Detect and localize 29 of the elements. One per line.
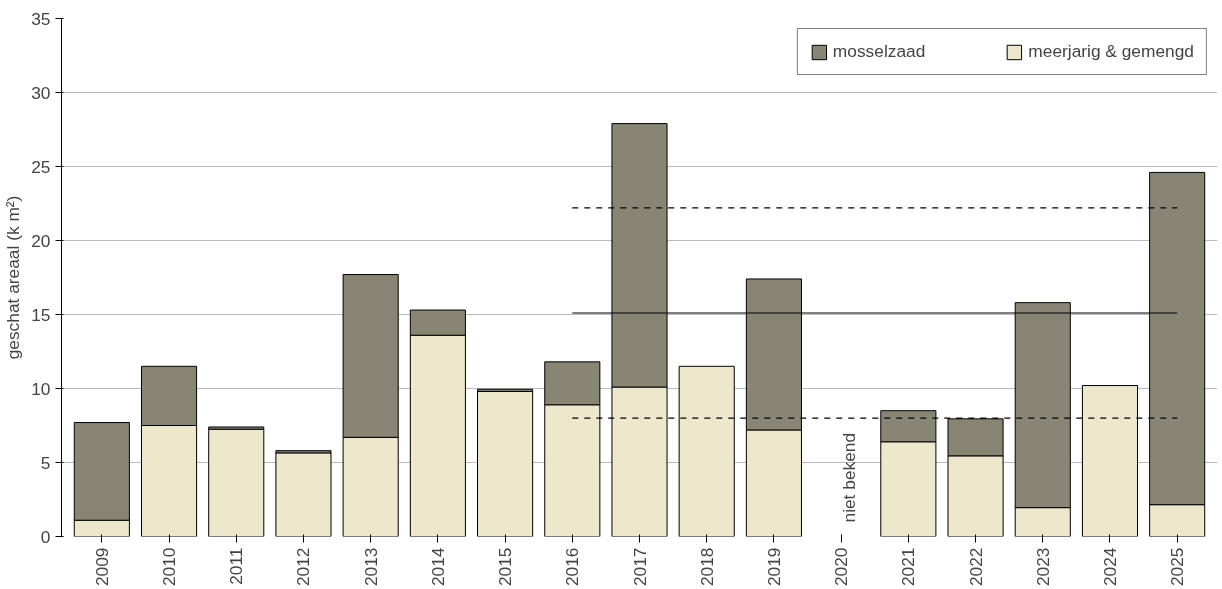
legend-label: mosselzaad [832,41,926,62]
x-tick-label: 2009 [91,547,112,587]
y-tick-label: 30 [31,82,51,103]
x-tick-label: 2017 [629,547,650,587]
y-axis-title: geschat areaal (k m²) [3,195,24,360]
x-tick-label: 2022 [965,547,986,587]
x-tick-label: 2016 [562,547,583,587]
y-tick-label: 15 [31,304,51,325]
x-tick-label: 2023 [1032,547,1053,587]
x-tick-label: 2020 [831,547,852,587]
y-tick-label: 10 [31,378,51,399]
y-tick-label: 35 [31,8,51,29]
x-tick-label: 2024 [1099,547,1120,587]
x-tick-label: 2014 [427,547,448,587]
x-tick-label: 2011 [226,547,247,585]
y-tick-label: 20 [31,230,51,251]
x-tick-label: 2010 [159,547,180,587]
y-tick-label: 25 [31,156,51,177]
x-tick-label: 2019 [763,547,784,587]
legend-label: meerjarig & gemengd [1028,41,1194,62]
x-tick-label: 2012 [293,547,314,587]
y-tick-label: 0 [40,526,51,547]
x-tick-label: 2021 [898,547,919,587]
x-tick-label: 2018 [696,547,717,587]
x-tick-label: 2025 [1167,547,1188,587]
x-tick-label: 2015 [495,547,516,587]
x-tick-label: 2013 [360,547,381,587]
y-tick-label: 5 [40,452,51,473]
annotation: niet bekend [839,432,860,523]
